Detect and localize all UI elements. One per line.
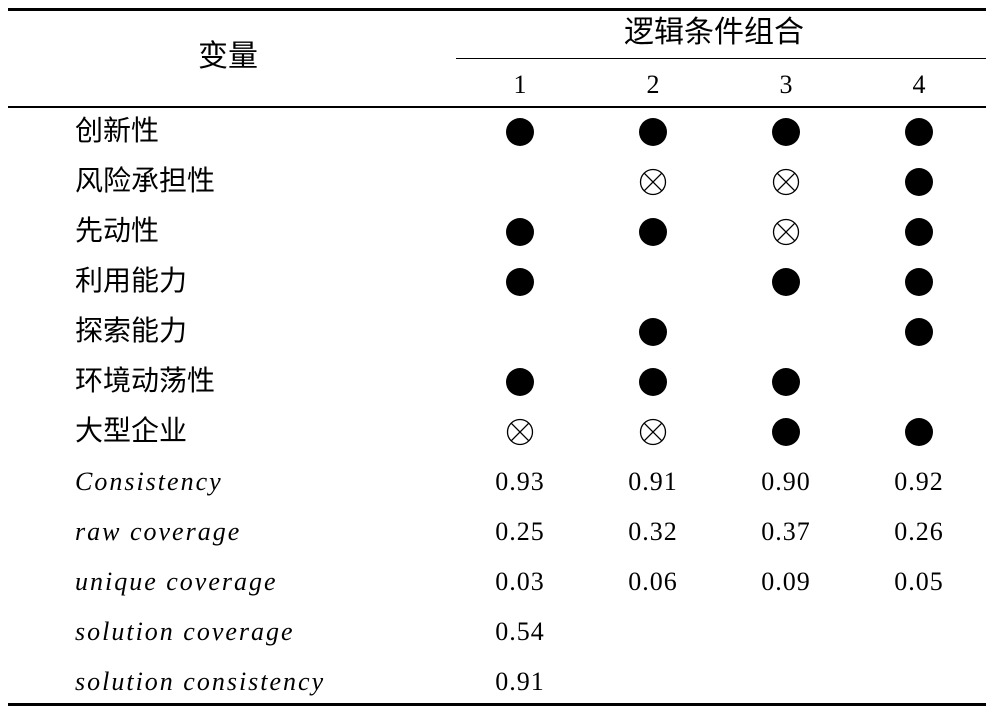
filled-circle-icon bbox=[905, 118, 933, 146]
stat-value: 0.03 bbox=[495, 567, 545, 596]
bottom-rule bbox=[8, 703, 986, 706]
stat-value: 0.90 bbox=[761, 467, 811, 496]
filled-circle-icon bbox=[639, 218, 667, 246]
filled-circle-icon bbox=[639, 368, 667, 396]
stat-value: 0.91 bbox=[628, 467, 678, 496]
stat-value: 0.26 bbox=[894, 517, 944, 546]
row-label: 风险承担性 bbox=[75, 164, 216, 197]
header-condition-group: 逻辑条件组合 bbox=[624, 15, 804, 50]
header-variable: 变量 bbox=[198, 39, 258, 74]
stat-value: 0.32 bbox=[628, 517, 678, 546]
stat-value: 0.92 bbox=[894, 467, 944, 496]
column-number-1: 1 bbox=[513, 70, 527, 99]
stat-value: 0.05 bbox=[894, 567, 944, 596]
circled-x-icon bbox=[639, 418, 667, 446]
filled-circle-icon bbox=[772, 418, 800, 446]
row-label: Consistency bbox=[75, 467, 223, 496]
filled-circle-icon bbox=[772, 118, 800, 146]
row-label: 利用能力 bbox=[75, 264, 188, 297]
column-number-4: 4 bbox=[912, 70, 926, 99]
top-rule bbox=[8, 8, 986, 11]
stat-value: 0.06 bbox=[628, 567, 678, 596]
filled-circle-icon bbox=[905, 268, 933, 296]
filled-circle-icon bbox=[506, 268, 534, 296]
row-label: 创新性 bbox=[75, 114, 160, 147]
stat-value: 0.54 bbox=[495, 617, 545, 646]
circled-x-icon bbox=[772, 218, 800, 246]
row-label: solution consistency bbox=[75, 667, 326, 696]
row-label: raw coverage bbox=[75, 517, 242, 546]
row-label: 先动性 bbox=[75, 214, 160, 247]
row-label: 环境动荡性 bbox=[75, 364, 216, 397]
filled-circle-icon bbox=[639, 318, 667, 346]
header-rule bbox=[8, 106, 986, 108]
filled-circle-icon bbox=[639, 118, 667, 146]
header-sub-rule bbox=[456, 58, 986, 59]
stat-value: 0.37 bbox=[761, 517, 811, 546]
row-label: 大型企业 bbox=[75, 414, 188, 447]
row-label: unique coverage bbox=[75, 567, 278, 596]
filled-circle-icon bbox=[772, 368, 800, 396]
row-label: 探索能力 bbox=[75, 314, 188, 347]
stat-value: 0.91 bbox=[495, 667, 545, 696]
column-number-3: 3 bbox=[779, 70, 793, 99]
stat-value: 0.25 bbox=[495, 517, 545, 546]
row-label: solution coverage bbox=[75, 617, 295, 646]
stat-value: 0.09 bbox=[761, 567, 811, 596]
filled-circle-icon bbox=[506, 218, 534, 246]
filled-circle-icon bbox=[905, 418, 933, 446]
filled-circle-icon bbox=[506, 118, 534, 146]
filled-circle-icon bbox=[905, 168, 933, 196]
circled-x-icon bbox=[772, 168, 800, 196]
filled-circle-icon bbox=[905, 318, 933, 346]
circled-x-icon bbox=[506, 418, 534, 446]
filled-circle-icon bbox=[905, 218, 933, 246]
circled-x-icon bbox=[639, 168, 667, 196]
filled-circle-icon bbox=[772, 268, 800, 296]
filled-circle-icon bbox=[506, 368, 534, 396]
stat-value: 0.93 bbox=[495, 467, 545, 496]
column-number-2: 2 bbox=[646, 70, 660, 99]
